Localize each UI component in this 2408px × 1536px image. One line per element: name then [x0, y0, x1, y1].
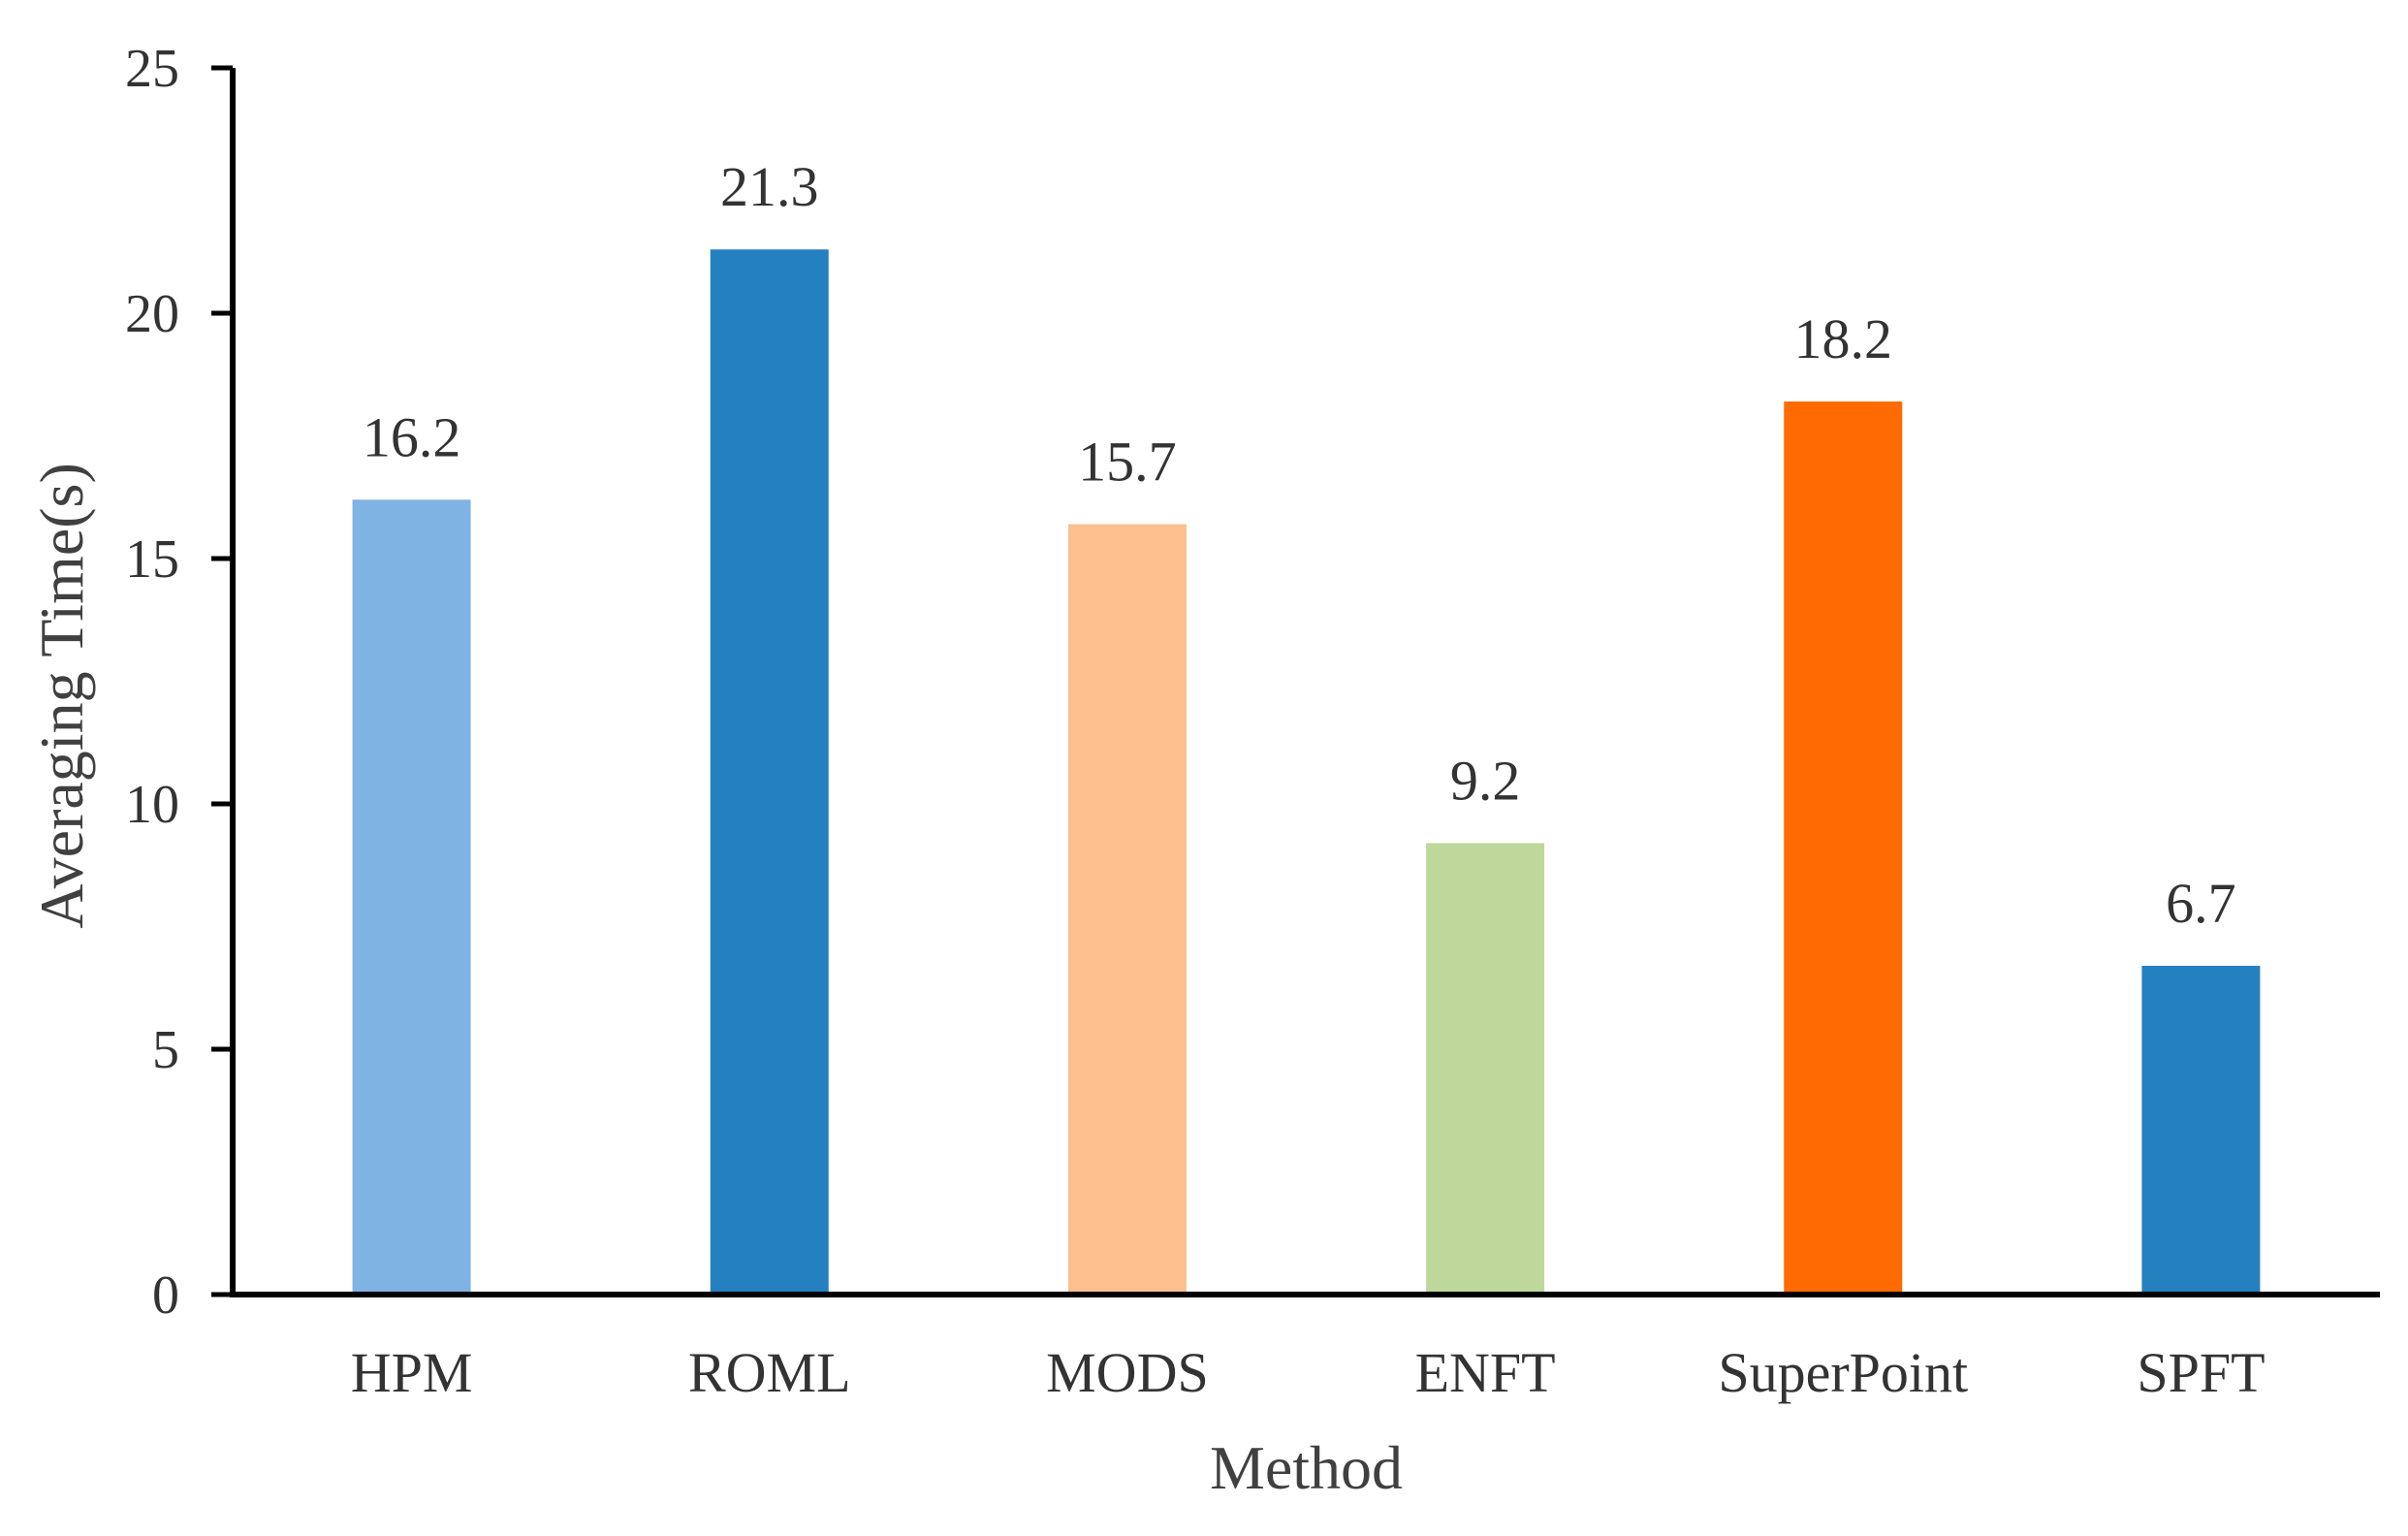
data-labels-layer: 16.2 21.3 15.7 9.2 18.2 6.7 — [363, 155, 2236, 935]
x-category-label-superpoint: SuperPoint — [1718, 1341, 1968, 1404]
y-tick-label: 5 — [152, 1020, 179, 1080]
bar-superpoint — [1784, 401, 1903, 1296]
data-label-roml: 21.3 — [720, 155, 819, 218]
x-category-label-spft: SPFT — [2137, 1341, 2265, 1404]
y-tick-label: 15 — [125, 529, 179, 590]
data-label-hpm: 16.2 — [363, 405, 461, 468]
y-tick-label: 0 — [152, 1265, 179, 1326]
bar-mods — [1067, 524, 1187, 1295]
data-label-spft: 6.7 — [2166, 872, 2236, 935]
x-category-label-roml: ROML — [688, 1341, 851, 1404]
axes-layer — [230, 68, 2380, 1297]
data-label-enft: 9.2 — [1450, 749, 1521, 812]
y-tick-label: 20 — [125, 284, 179, 344]
bar-hpm — [352, 499, 471, 1295]
bar-spft — [2141, 965, 2261, 1295]
y-axis-title: Averaging Time(s) — [27, 463, 96, 929]
bar-roml — [710, 249, 829, 1296]
x-categories-layer: HPM ROML MODS ENFT SuperPoint SPFT — [351, 1341, 2265, 1404]
x-category-label-enft: ENFT — [1415, 1341, 1556, 1404]
y-tick-label: 10 — [125, 775, 179, 835]
data-label-superpoint: 18.2 — [1794, 307, 1893, 370]
bars-layer — [352, 249, 2261, 1296]
bar-enft — [1426, 843, 1545, 1295]
x-axis-title: Method — [1210, 1433, 1403, 1502]
y-tick-label: 25 — [125, 39, 179, 99]
x-category-label-mods: MODS — [1046, 1341, 1209, 1404]
data-label-mods: 15.7 — [1078, 431, 1177, 494]
x-category-label-hpm: HPM — [351, 1341, 473, 1404]
y-ticks-layer: 0 5 10 15 20 25 — [125, 39, 233, 1326]
